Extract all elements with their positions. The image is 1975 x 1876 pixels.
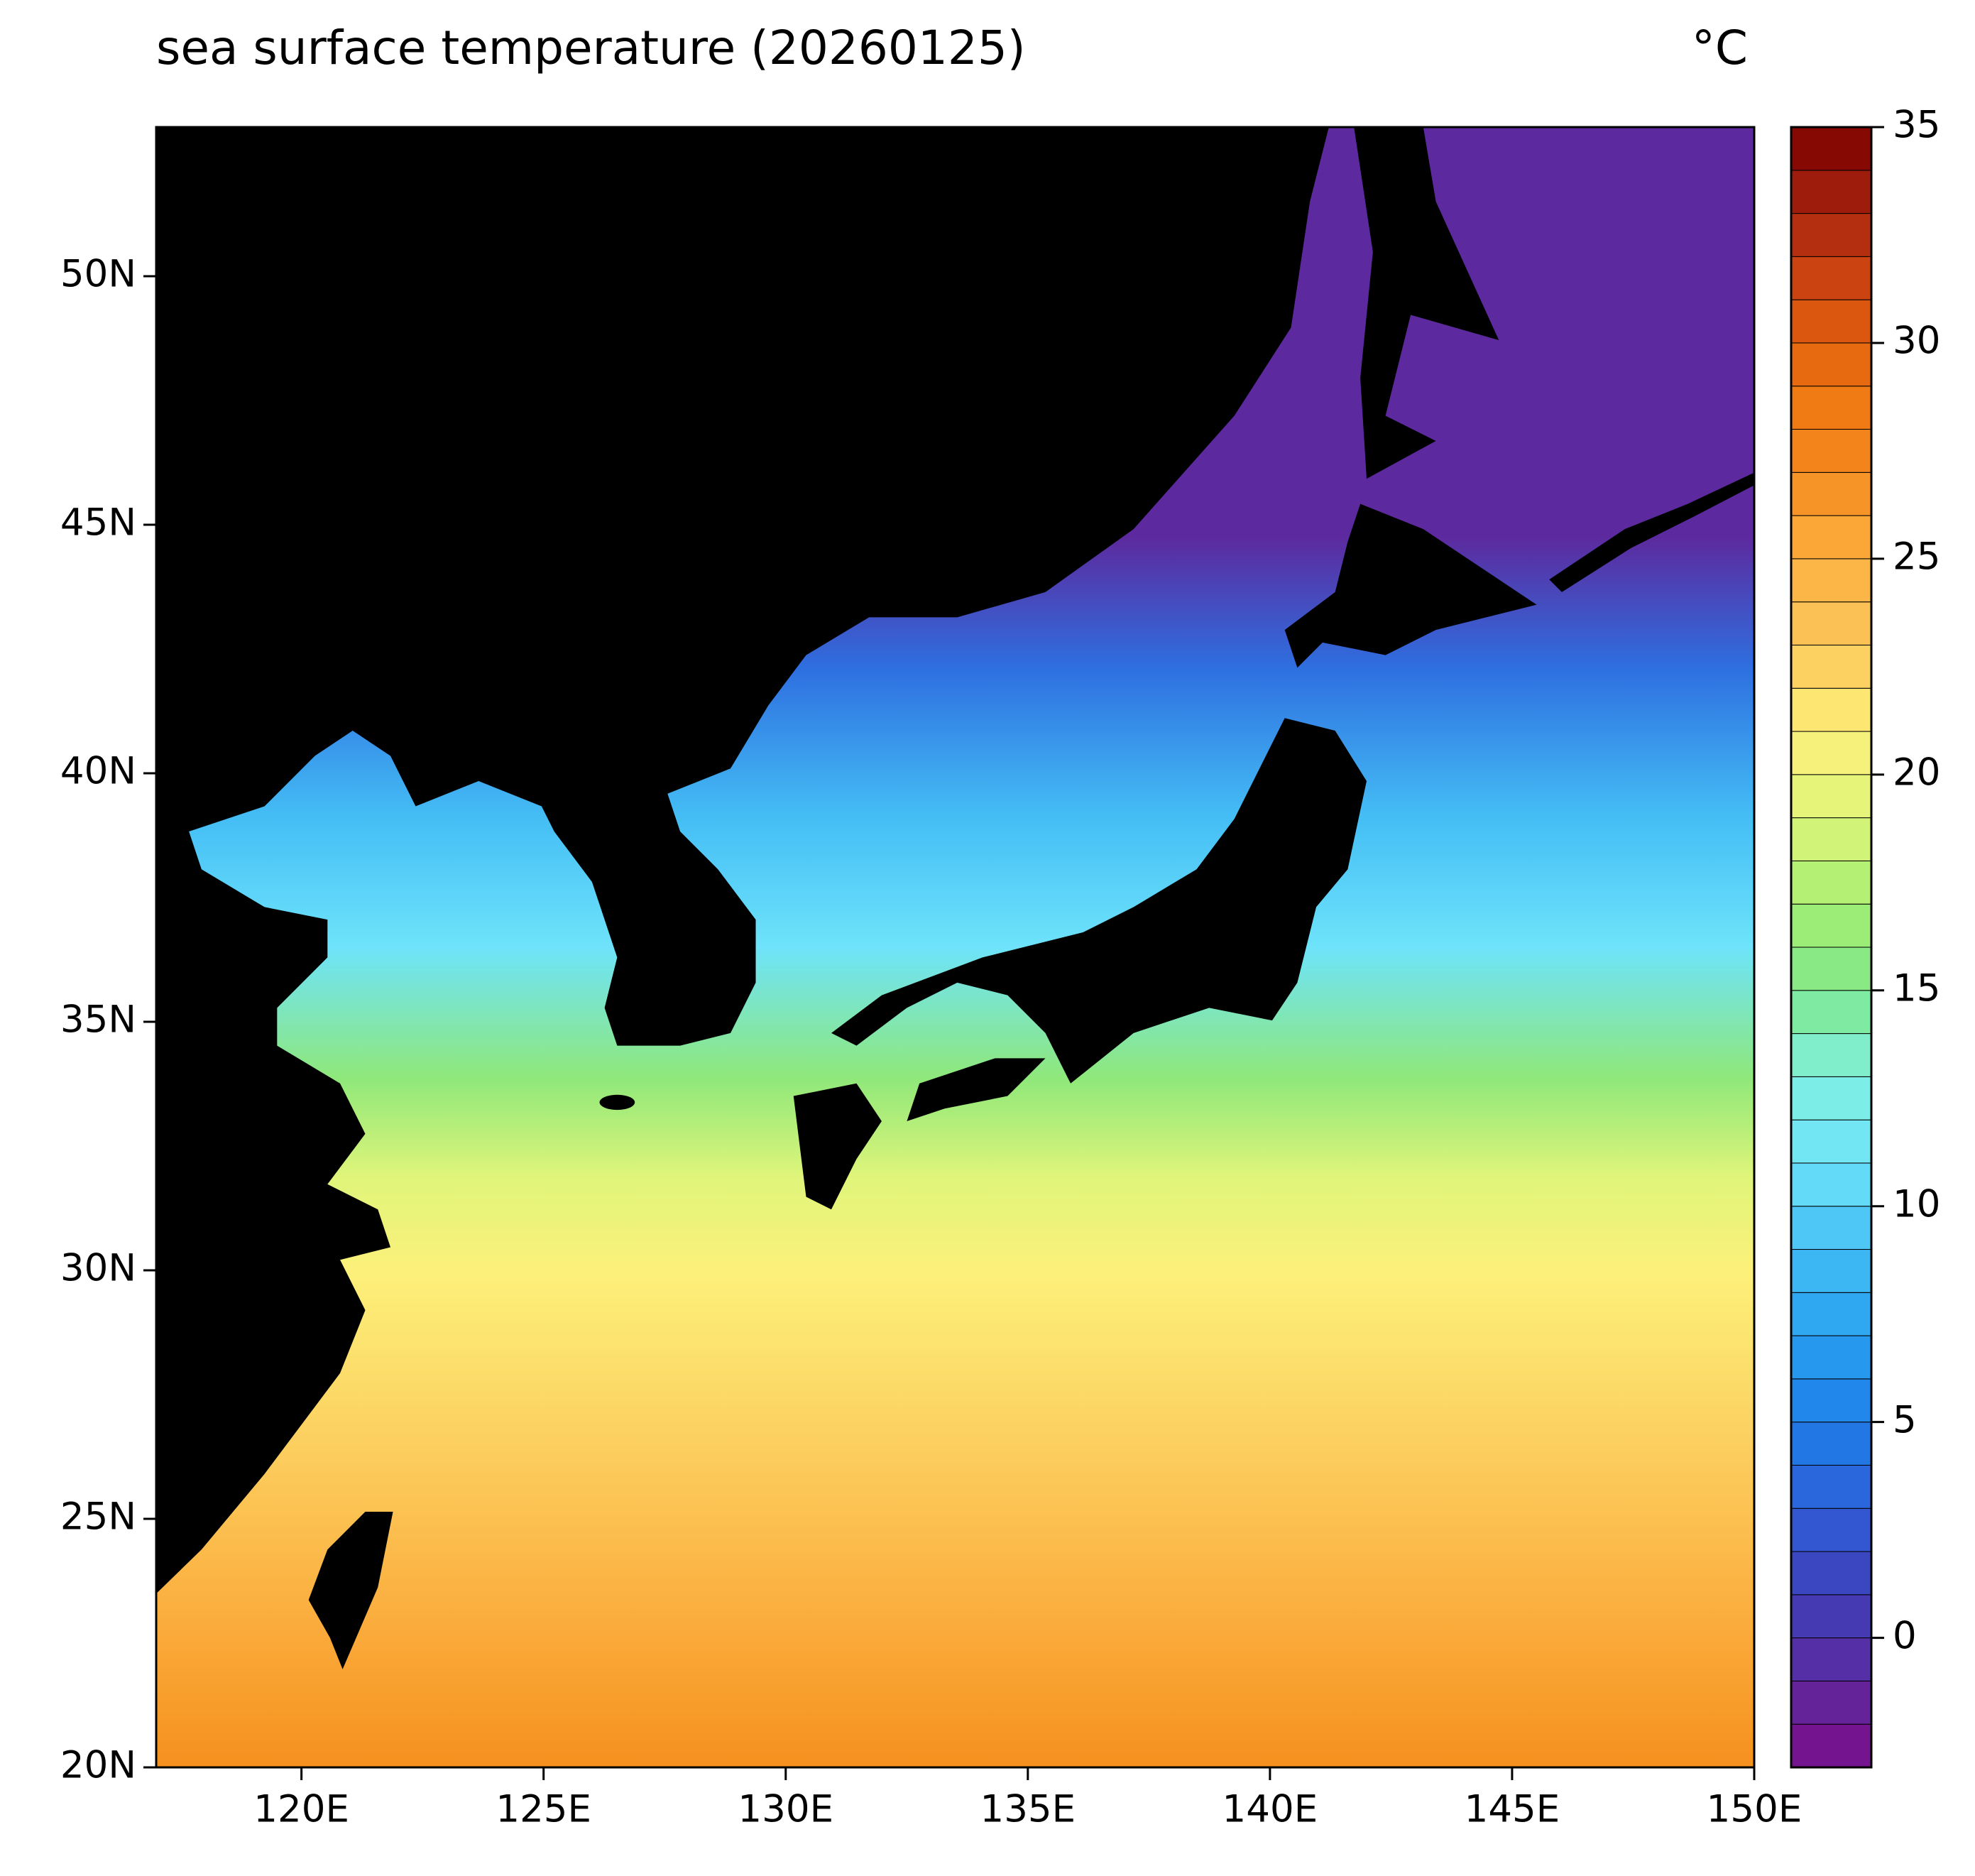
- colorbar-bin: [1790, 515, 1872, 560]
- colorbar-tick-label: 15: [1893, 966, 1940, 1010]
- colorbar-bin: [1790, 1335, 1872, 1380]
- y-tick-label: 50N: [60, 253, 136, 296]
- honshu: [831, 718, 1367, 1084]
- y-tick-label: 25N: [60, 1495, 136, 1539]
- colorbar-bin: [1790, 1723, 1872, 1768]
- colorbar-tick-label: 10: [1893, 1182, 1940, 1226]
- land: [156, 127, 1755, 1669]
- x-tick-label: 125E: [496, 1788, 591, 1831]
- colorbar-bin: [1790, 299, 1872, 344]
- colorbar-bin: [1790, 1206, 1872, 1250]
- colorbar-bin: [1790, 1378, 1872, 1423]
- sakhalin: [1354, 127, 1499, 479]
- map-field: [155, 126, 1756, 1769]
- plot-frame: [155, 126, 1756, 1769]
- colorbar-bin: [1790, 1551, 1872, 1596]
- colorbar-bin: [1790, 342, 1872, 387]
- colorbar-bin: [1790, 1422, 1872, 1466]
- y-tick-label: 45N: [60, 501, 136, 545]
- x-tick-label: 130E: [738, 1788, 833, 1831]
- colorbar-bin: [1790, 1033, 1872, 1077]
- colorbar-bin: [1790, 1076, 1872, 1120]
- colorbar-tick-label: 0: [1893, 1614, 1917, 1657]
- colorbar-bin: [1790, 990, 1872, 1035]
- x-tick-label: 120E: [253, 1788, 349, 1831]
- colorbar-bin: [1790, 429, 1872, 473]
- colorbar-bin: [1790, 558, 1872, 603]
- colorbar-bin: [1790, 947, 1872, 991]
- colorbar-bin: [1790, 817, 1872, 861]
- kyushu: [793, 1083, 882, 1210]
- kuril-islands: [1549, 472, 1755, 592]
- colorbar-tick-label: 5: [1893, 1398, 1917, 1441]
- colorbar-bin: [1790, 126, 1872, 171]
- colorbar-bin: [1790, 213, 1872, 257]
- colorbar-bin: [1790, 1680, 1872, 1725]
- colorbar-bin: [1790, 774, 1872, 819]
- colorbar-bin: [1790, 1162, 1872, 1207]
- colorbar-bin: [1790, 1249, 1872, 1293]
- colorbar-bin: [1790, 1507, 1872, 1552]
- x-tick-label: 135E: [980, 1788, 1076, 1831]
- chart-title: sea surface temperature (20260125): [156, 21, 1026, 75]
- y-tick-label: 35N: [60, 998, 136, 1042]
- colorbar-frame: [1790, 126, 1873, 1769]
- colorbar-bin: [1790, 1292, 1872, 1336]
- colorbar-bin: [1790, 386, 1872, 430]
- colorbar-bin: [1790, 1119, 1872, 1164]
- colorbar-bin: [1790, 1594, 1872, 1639]
- colorbar-bin: [1790, 903, 1872, 948]
- colorbar-tick-label: 20: [1893, 751, 1940, 794]
- colorbar-bin: [1790, 1637, 1872, 1681]
- x-tick-label: 145E: [1465, 1788, 1560, 1831]
- colorbar-bin: [1790, 687, 1872, 732]
- shikoku: [907, 1058, 1046, 1122]
- colorbar-tick-label: 35: [1893, 104, 1940, 147]
- jeju: [599, 1094, 635, 1111]
- colorbar-tick-label: 30: [1893, 320, 1940, 363]
- y-tick-label: 20N: [60, 1744, 136, 1787]
- colorbar-tick-label: 25: [1893, 535, 1940, 579]
- colorbar-bin: [1790, 471, 1872, 516]
- y-tick-label: 40N: [60, 750, 136, 793]
- mainland: [156, 127, 1329, 1594]
- x-tick-label: 140E: [1222, 1788, 1318, 1831]
- colorbar-bin: [1790, 860, 1872, 905]
- colorbar-unit: °C: [1692, 21, 1748, 75]
- colorbar-bin: [1790, 1464, 1872, 1509]
- y-tick-label: 30N: [60, 1247, 136, 1290]
- x-tick-label: 150E: [1707, 1788, 1802, 1831]
- colorbar-bin: [1790, 601, 1872, 645]
- taiwan: [308, 1512, 393, 1669]
- hokkaido: [1284, 503, 1537, 668]
- colorbar-bin: [1790, 256, 1872, 300]
- colorbar-bin: [1790, 731, 1872, 775]
- colorbar-bin: [1790, 170, 1872, 214]
- colorbar-bin: [1790, 644, 1872, 689]
